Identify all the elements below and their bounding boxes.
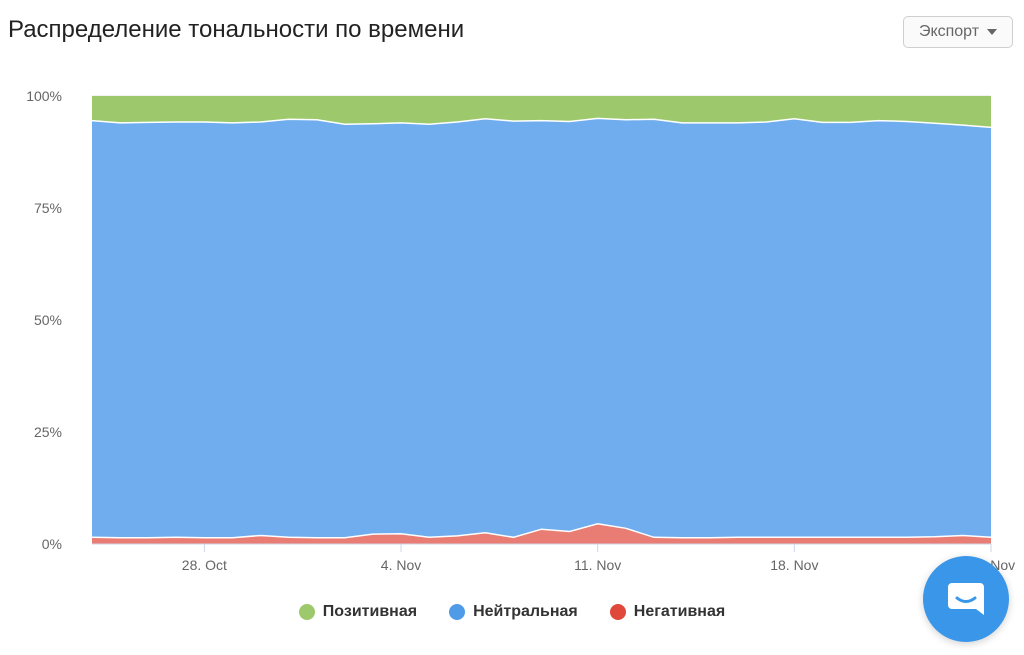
y-tick-label: 25% <box>34 424 62 440</box>
chat-button[interactable] <box>923 556 1009 642</box>
x-tick-label: 18. Nov <box>770 557 818 573</box>
y-tick-label: 75% <box>34 200 62 216</box>
x-tick-label: 4. Nov <box>381 557 421 573</box>
area-Негативная <box>92 523 991 544</box>
legend-dot-positive <box>298 604 315 620</box>
legend-label-negative: Негативная <box>633 603 726 620</box>
legend-label-positive: Позитивная <box>322 603 418 620</box>
export-button-label: Экспорт <box>918 23 980 40</box>
sentiment-area-chart: 0% 25% 50% 75% 100% 28. Oct 4. Nov 11. Nov 18. N… <box>26 88 1015 573</box>
area-Нейтральная <box>92 118 991 538</box>
chart-legend: Позитивная Нейтральная Негативная <box>0 603 1024 621</box>
page-title: Распределение тональности по времени <box>8 16 465 43</box>
boundary-Нейтральная <box>91 117 992 129</box>
y-tick-label: 50% <box>34 312 62 328</box>
legend-item-negative[interactable]: Негативная <box>609 603 726 621</box>
caret-down-icon <box>987 29 998 35</box>
y-tick-label: 100% <box>26 88 62 104</box>
x-tick-label: 11. Nov <box>574 557 621 573</box>
y-tick-label: 0% <box>42 536 62 552</box>
x-tick-label: 28. Oct <box>182 557 227 573</box>
legend-dot-neutral <box>449 604 466 620</box>
legend-item-neutral[interactable]: Нейтральная <box>449 603 578 621</box>
boundary-Негативная <box>91 523 992 539</box>
chat-icon <box>948 583 984 615</box>
legend-label-neutral: Нейтральная <box>473 603 578 620</box>
legend-dot-negative <box>609 604 626 620</box>
legend-item-positive[interactable]: Позитивная <box>298 603 418 621</box>
export-button[interactable]: Экспорт <box>903 16 1013 48</box>
